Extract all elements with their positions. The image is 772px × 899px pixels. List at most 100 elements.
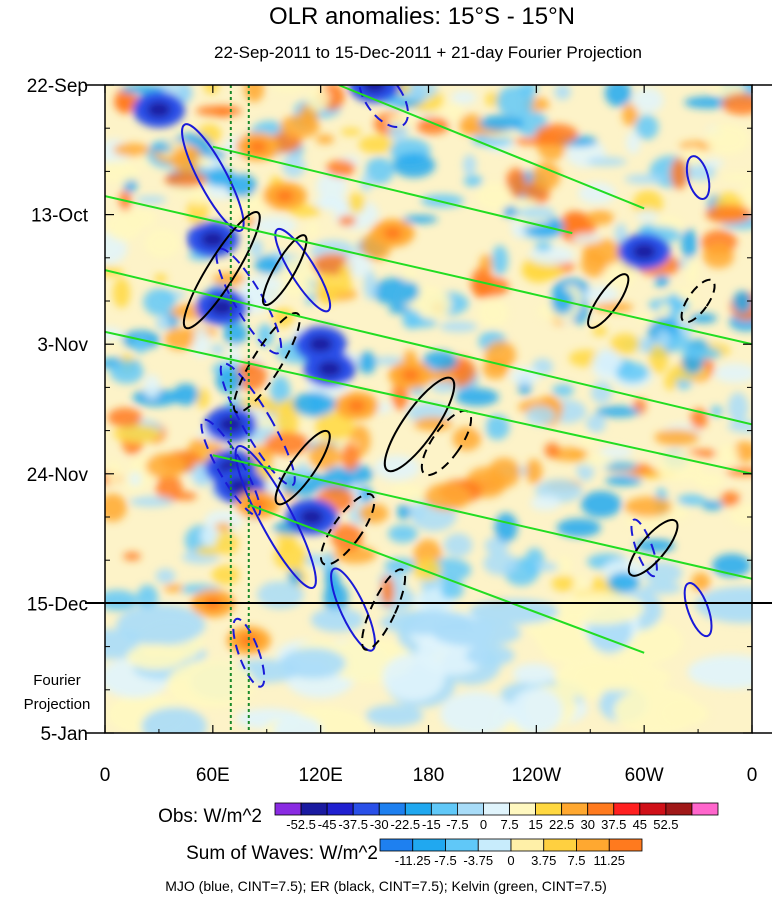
anomaly-cell: [485, 414, 510, 440]
anomaly-cell: [689, 313, 718, 324]
colorbar-swatch: [404, 802, 432, 816]
anomaly-cell: [123, 552, 141, 561]
colorbar-swatch: [587, 802, 615, 816]
anomaly-cell: [624, 496, 673, 518]
anomaly-cell: [716, 443, 739, 469]
anomaly-cell: [273, 542, 308, 571]
anomaly-cell: [106, 459, 123, 486]
anomaly-cell: [144, 227, 181, 259]
anomaly-cell: [196, 388, 210, 409]
projection-anomaly-cell: [382, 653, 445, 701]
colorbar-swatch: [274, 802, 302, 816]
anomaly-cell: [525, 405, 556, 426]
anomaly-cell: [691, 572, 711, 592]
y-tick-label: 24-Nov: [27, 465, 89, 486]
colorbar-swatch: [608, 838, 643, 852]
mjo-contour: [683, 582, 713, 638]
colorbar-level-label: -22.5: [390, 817, 420, 832]
projection-anomaly-cell: [116, 604, 206, 646]
anomaly-cell: [211, 564, 240, 586]
colorbar-swatch: [483, 802, 510, 816]
anomaly-cell: [721, 92, 752, 115]
anomaly-cell: [113, 143, 151, 157]
anomaly-cell: [155, 568, 176, 584]
colorbar-swatch: [379, 838, 414, 852]
anomaly-cell: [727, 392, 749, 424]
colorbar-level-label: -45: [318, 817, 337, 832]
negative-anomaly-peak: [362, 85, 387, 93]
kelvin-contour: [105, 195, 752, 346]
anomaly-cell: [251, 216, 297, 235]
negative-anomaly-peak: [146, 101, 171, 118]
colorbar-swatch: [457, 802, 484, 816]
plot-area: [105, 85, 752, 733]
anomaly-cell: [107, 407, 143, 428]
anomaly-cell: [530, 495, 561, 511]
projection-anomaly-cell: [432, 619, 521, 647]
anomaly-cell: [314, 411, 355, 442]
kelvin-contour: [212, 454, 752, 580]
anomaly-cell: [210, 343, 225, 356]
y-tick-label: 5-Jan: [40, 724, 88, 745]
anomaly-cell: [544, 442, 560, 459]
kelvin-contours: [105, 85, 752, 654]
mjo-contour: [358, 85, 410, 129]
anomaly-cell: [196, 156, 212, 168]
colorbar-swatch: [430, 802, 458, 816]
anomaly-cell: [155, 315, 171, 331]
anomaly-cell: [264, 431, 309, 456]
colorbar-level-label: 22.5: [549, 817, 574, 832]
anomaly-cell: [205, 167, 236, 187]
anomaly-cell: [586, 157, 627, 167]
colorbar-level-label: 0: [507, 853, 514, 868]
anomaly-cell: [128, 471, 142, 487]
anomaly-cell: [109, 360, 144, 384]
projection-anomaly-cell: [310, 607, 364, 633]
colorbar-level-label: -52.5: [286, 817, 316, 832]
colorbar-swatch: [477, 838, 512, 852]
colorbar-level-label: 0: [480, 817, 487, 832]
anomaly-cell: [605, 475, 643, 486]
anomaly-cell: [496, 85, 534, 117]
anomaly-cell: [195, 546, 224, 556]
anomaly-cell: [732, 290, 752, 314]
anomaly-cell: [135, 195, 167, 205]
anomaly-cell: [532, 358, 554, 376]
er-contour: [182, 211, 261, 330]
anomaly-cell: [710, 405, 723, 417]
anomaly-cell: [254, 255, 283, 274]
anomaly-cell: [720, 172, 752, 183]
anomaly-cell: [554, 85, 571, 100]
anomaly-cell: [534, 242, 553, 252]
colorbar-swatch: [543, 838, 577, 852]
anomaly-cell: [654, 429, 700, 446]
anomaly-cell: [279, 114, 320, 139]
anomaly-cell: [143, 374, 161, 399]
mjo-contour: [181, 123, 245, 232]
colorbar-swatch: [639, 802, 667, 816]
er-contour: [587, 273, 630, 329]
anomaly-cell: [494, 512, 518, 543]
positive-anomaly-peak: [275, 190, 294, 203]
anomaly-cell: [358, 135, 394, 154]
anomaly-cell: [292, 391, 336, 418]
anomaly-cell: [701, 499, 724, 511]
anomaly-cell: [458, 113, 484, 136]
anomaly-cell: [607, 571, 640, 594]
anomaly-cell: [326, 159, 356, 178]
anomaly-cell: [462, 154, 477, 176]
anomaly-cell: [337, 264, 353, 295]
anomaly-cell: [214, 106, 232, 118]
anomaly-cell: [223, 322, 248, 345]
positive-anomaly-peak: [401, 369, 420, 382]
anomaly-cell: [192, 462, 207, 486]
positive-anomaly-peak: [239, 634, 258, 647]
anomaly-cell: [525, 458, 543, 485]
anomaly-cell: [681, 228, 698, 259]
positive-anomaly-peak: [248, 140, 267, 153]
colorbar-level-label: 11.25: [593, 853, 625, 868]
negative-anomaly-peak: [632, 243, 657, 260]
anomaly-cell: [105, 327, 124, 340]
projection-anomaly-cell: [541, 635, 586, 663]
anomaly-cell: [551, 289, 574, 315]
